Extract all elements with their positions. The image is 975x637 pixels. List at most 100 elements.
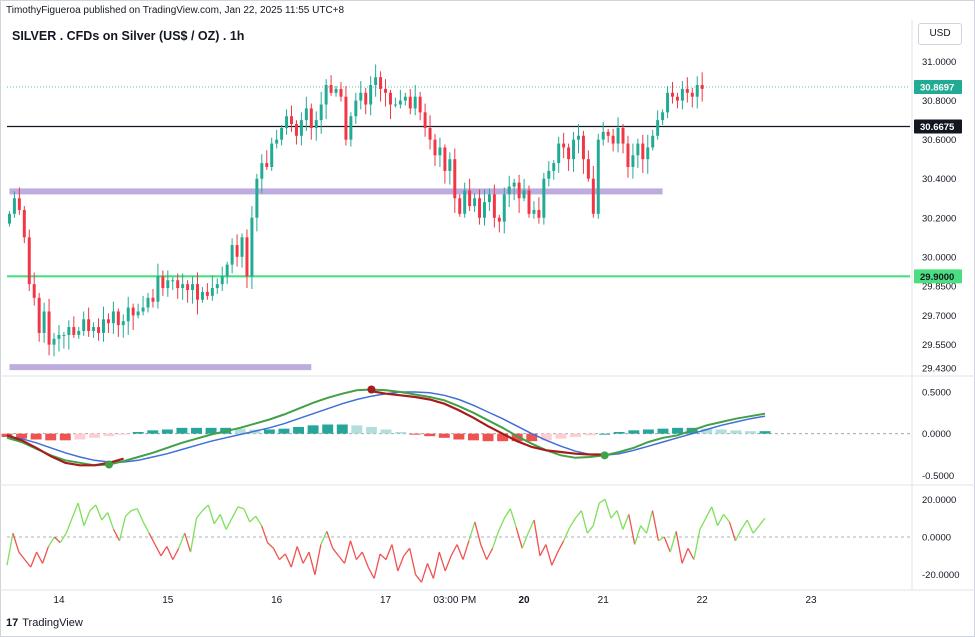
- candle[interactable]: [62, 331, 66, 349]
- candle-body[interactable]: [92, 327, 96, 331]
- candle[interactable]: [299, 112, 303, 146]
- candle-body[interactable]: [448, 159, 452, 171]
- candle-body[interactable]: [67, 327, 71, 335]
- candle[interactable]: [611, 128, 615, 152]
- candle[interactable]: [230, 238, 234, 274]
- candle[interactable]: [675, 92, 679, 109]
- candle-body[interactable]: [379, 77, 383, 89]
- candle[interactable]: [92, 322, 96, 338]
- candle-body[interactable]: [562, 143, 566, 148]
- candle-body[interactable]: [47, 311, 51, 345]
- candle-body[interactable]: [230, 245, 234, 265]
- candle-body[interactable]: [359, 92, 363, 101]
- candle-body[interactable]: [72, 327, 76, 335]
- candle[interactable]: [245, 229, 249, 289]
- candle-body[interactable]: [205, 291, 209, 296]
- candle[interactable]: [240, 233, 244, 268]
- candle[interactable]: [275, 129, 279, 149]
- candle[interactable]: [205, 283, 209, 300]
- candle-body[interactable]: [423, 112, 427, 128]
- candle[interactable]: [428, 115, 432, 150]
- candle[interactable]: [443, 144, 447, 184]
- candle-body[interactable]: [512, 182, 516, 187]
- candle[interactable]: [438, 137, 442, 167]
- candle-body[interactable]: [121, 321, 125, 326]
- candle-body[interactable]: [482, 202, 486, 218]
- symbol-title[interactable]: SILVER . CFDs on Silver (US$ / OZ) . 1h: [12, 29, 245, 43]
- candle-body[interactable]: [265, 163, 269, 167]
- candle[interactable]: [482, 189, 486, 226]
- candle-body[interactable]: [324, 85, 328, 105]
- candle[interactable]: [141, 295, 145, 316]
- candle-body[interactable]: [215, 284, 219, 289]
- candle[interactable]: [631, 143, 635, 179]
- candle-body[interactable]: [77, 331, 81, 335]
- candle[interactable]: [562, 132, 566, 159]
- candle[interactable]: [220, 266, 224, 291]
- candle[interactable]: [200, 287, 204, 303]
- candle-body[interactable]: [616, 127, 620, 144]
- candle-body[interactable]: [507, 186, 511, 195]
- candle-body[interactable]: [329, 85, 333, 93]
- candle-body[interactable]: [606, 131, 610, 136]
- candle[interactable]: [67, 320, 71, 350]
- candle-body[interactable]: [398, 100, 402, 105]
- time-axis[interactable]: 14 15 16 17 03:00 PM 20 21 22 23: [53, 595, 817, 606]
- candle[interactable]: [537, 197, 541, 224]
- candle[interactable]: [671, 82, 674, 104]
- candle-body[interactable]: [275, 139, 279, 144]
- candle-body[interactable]: [369, 85, 373, 105]
- candle-body[interactable]: [225, 264, 229, 277]
- candle[interactable]: [685, 77, 689, 103]
- candle-body[interactable]: [463, 190, 467, 214]
- candle-body[interactable]: [181, 284, 185, 289]
- candle[interactable]: [102, 306, 105, 342]
- candle-body[interactable]: [388, 92, 392, 105]
- candle-body[interactable]: [547, 170, 551, 179]
- candle-body[interactable]: [304, 108, 308, 121]
- candle[interactable]: [186, 280, 190, 303]
- candle-body[interactable]: [646, 147, 650, 160]
- candle-body[interactable]: [393, 104, 397, 106]
- candle-body[interactable]: [458, 198, 462, 214]
- candle[interactable]: [111, 301, 115, 334]
- candle-body[interactable]: [200, 291, 204, 300]
- candle[interactable]: [87, 307, 91, 337]
- candle-body[interactable]: [37, 297, 41, 333]
- candle[interactable]: [591, 166, 595, 218]
- candle-body[interactable]: [111, 311, 115, 324]
- candle-body[interactable]: [572, 139, 576, 160]
- candle[interactable]: [646, 134, 650, 174]
- candle[interactable]: [408, 88, 412, 115]
- candle[interactable]: [354, 92, 358, 125]
- candle-body[interactable]: [210, 288, 214, 296]
- candle[interactable]: [636, 138, 640, 168]
- candle-body[interactable]: [661, 112, 665, 121]
- candle[interactable]: [280, 125, 284, 146]
- candle-body[interactable]: [443, 147, 447, 171]
- candle[interactable]: [166, 270, 170, 297]
- candle[interactable]: [314, 111, 318, 141]
- candle[interactable]: [487, 188, 491, 211]
- candle-body[interactable]: [542, 178, 546, 218]
- candle-body[interactable]: [245, 237, 249, 277]
- candle-body[interactable]: [641, 143, 645, 160]
- candle-body[interactable]: [403, 96, 407, 101]
- candle[interactable]: [532, 201, 536, 219]
- candle-body[interactable]: [285, 116, 289, 128]
- candle[interactable]: [656, 110, 660, 140]
- candle[interactable]: [502, 187, 506, 234]
- candle-body[interactable]: [636, 143, 640, 156]
- candle[interactable]: [423, 103, 427, 137]
- candle-body[interactable]: [82, 319, 86, 331]
- candle[interactable]: [250, 206, 254, 290]
- candle-body[interactable]: [695, 85, 699, 97]
- candle[interactable]: [626, 135, 630, 178]
- candle[interactable]: [379, 71, 383, 102]
- candle-body[interactable]: [349, 116, 353, 140]
- candle[interactable]: [171, 277, 175, 290]
- candle[interactable]: [557, 136, 561, 173]
- candle[interactable]: [577, 124, 580, 154]
- candle[interactable]: [309, 103, 313, 140]
- candle-body[interactable]: [671, 92, 674, 97]
